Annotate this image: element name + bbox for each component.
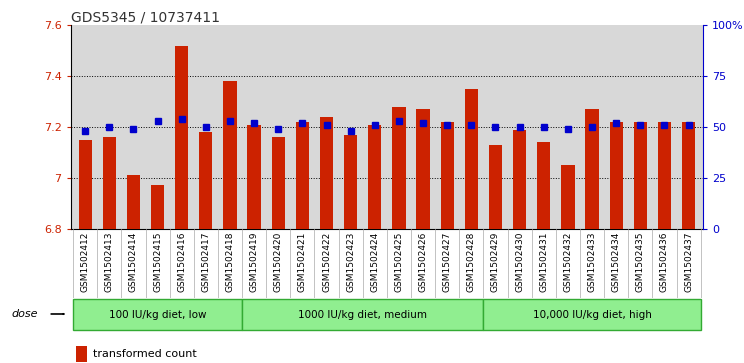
Bar — [223, 81, 237, 229]
Bar — [537, 142, 551, 229]
FancyBboxPatch shape — [242, 299, 484, 330]
Bar — [658, 122, 671, 229]
Text: transformed count: transformed count — [94, 349, 197, 359]
Bar — [296, 122, 309, 229]
Bar — [79, 140, 92, 229]
Bar — [368, 125, 382, 229]
FancyBboxPatch shape — [484, 299, 701, 330]
Bar — [272, 137, 285, 229]
Text: 1000 IU/kg diet, medium: 1000 IU/kg diet, medium — [298, 310, 427, 320]
Bar — [513, 130, 526, 229]
Bar — [126, 175, 140, 229]
Text: GDS5345 / 10737411: GDS5345 / 10737411 — [71, 11, 219, 25]
Bar — [248, 125, 260, 229]
Bar — [586, 109, 599, 229]
Bar — [609, 122, 623, 229]
Bar — [634, 122, 647, 229]
Bar — [344, 135, 357, 229]
Bar — [561, 165, 574, 229]
Bar — [103, 137, 116, 229]
Bar — [320, 117, 333, 229]
Bar — [417, 109, 430, 229]
FancyBboxPatch shape — [73, 299, 242, 330]
Bar — [175, 46, 188, 229]
Bar — [465, 89, 478, 229]
Text: dose: dose — [11, 309, 38, 319]
Bar — [682, 122, 695, 229]
Bar — [489, 145, 502, 229]
Text: 10,000 IU/kg diet, high: 10,000 IU/kg diet, high — [533, 310, 652, 320]
Text: 100 IU/kg diet, low: 100 IU/kg diet, low — [109, 310, 206, 320]
Bar — [76, 346, 87, 362]
Bar — [440, 122, 454, 229]
Bar — [199, 132, 213, 229]
Bar — [151, 185, 164, 229]
Bar — [392, 107, 405, 229]
